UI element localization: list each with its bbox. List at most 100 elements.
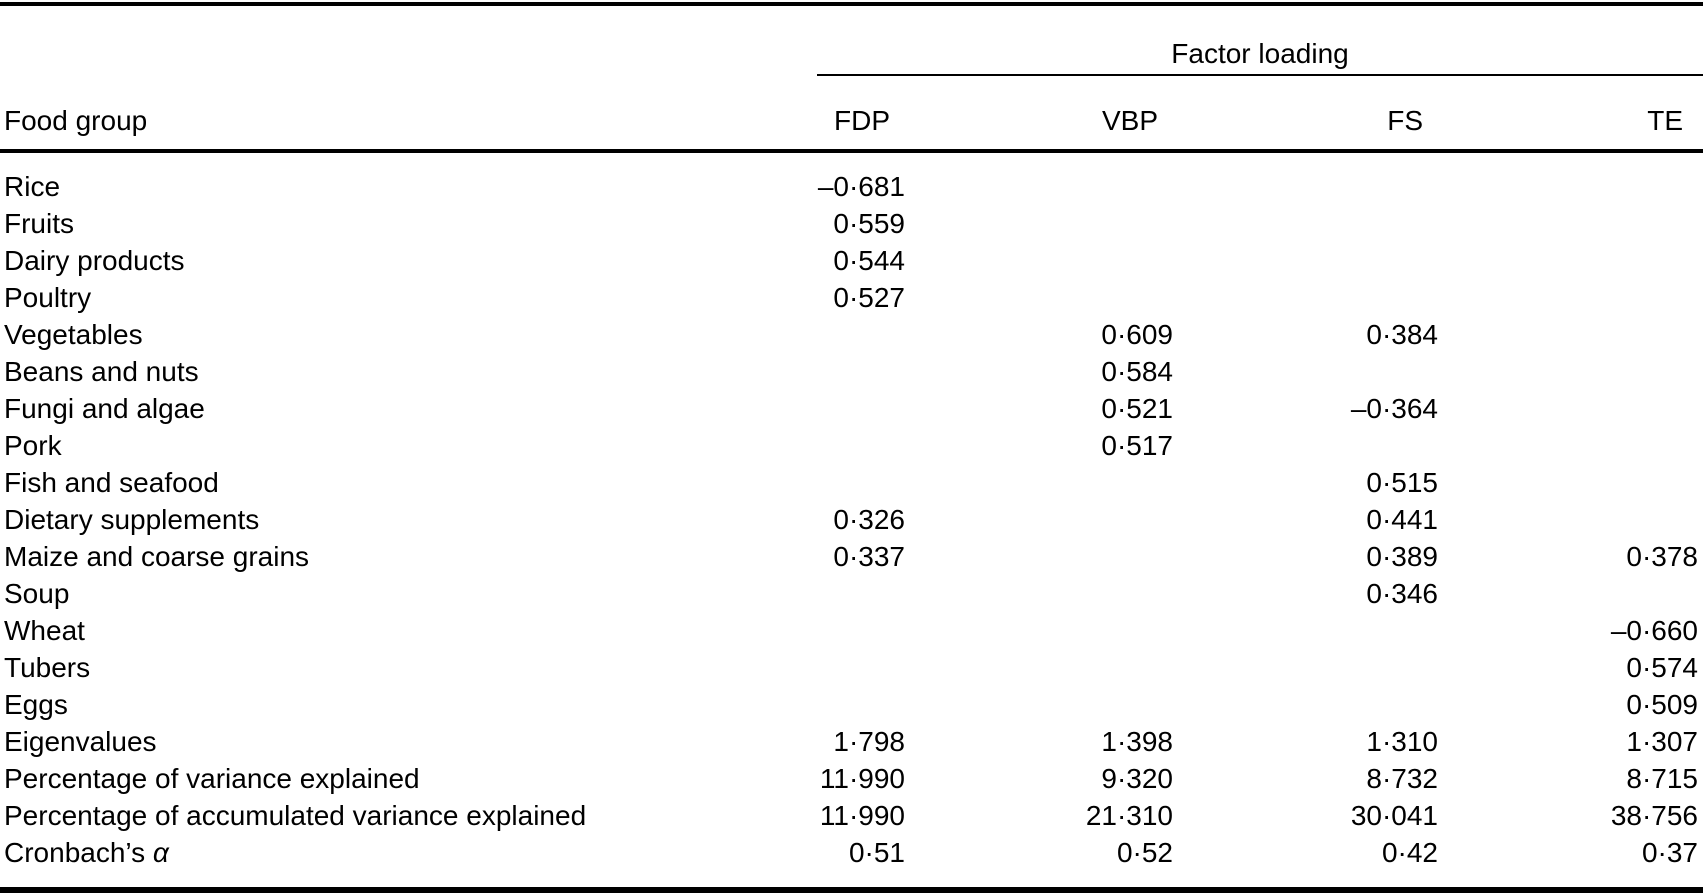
value-cell-fs: –0·364 [1350,393,1438,424]
table-row: Eigenvalues 1·798 1·398 1·310 1·307 [0,723,1703,760]
value-cell-fdp [750,686,910,723]
value-cell-te [1443,427,1703,464]
value-cell-fs [1178,686,1443,723]
row-label-cell: Eigenvalues [4,726,157,757]
value-cell-vbp [910,279,1178,316]
value-cell-vbp [910,649,1178,686]
value-cell-vbp: 9·320 [1101,763,1173,794]
value-cell-vbp [910,464,1178,501]
value-cell-vbp [910,538,1178,575]
value-cell-vbp [910,168,1178,205]
value-cell-fs [1178,242,1443,279]
spanner-empty-cell [0,2,750,76]
value-cell-vbp: 0·521 [1101,393,1173,424]
row-label-cell: Percentage of accumulated variance expla… [4,800,587,831]
row-label-cell: Percentage of variance explained [4,763,420,794]
value-cell-fdp [750,649,910,686]
value-cell-te [1443,242,1703,279]
value-cell-te: 8·715 [1626,763,1698,794]
value-cell-fs: 0·42 [1381,837,1438,868]
value-cell-te [1443,205,1703,242]
value-cell-fs [1178,612,1443,649]
value-cell-fs [1178,353,1443,390]
table-row: Fungi and algae 0·521 –0·364 [0,390,1703,427]
value-cell-fdp: 11·990 [819,763,905,794]
row-label-cell: Beans and nuts [4,356,199,387]
italic-symbol: α [152,837,169,868]
row-label-cell: Pork [4,430,62,461]
value-cell-fs: 8·732 [1366,763,1438,794]
column-header-te: TE [1443,76,1703,153]
value-cell-vbp [910,205,1178,242]
table-row: Percentage of variance explained 11·990 9·… [0,760,1703,797]
row-label-cell: Soup [4,578,70,609]
value-cell-vbp [910,501,1178,538]
row-label-cell: Cronbach’s α [4,837,169,868]
value-cell-fs: 1·310 [1366,726,1438,757]
value-cell-fdp: 0·559 [833,208,905,239]
value-cell-fs [1178,279,1443,316]
table-head: Factor loading Food group FDP VBP FS TE [0,2,1703,153]
row-label-cell: Eggs [4,689,68,720]
value-cell-fdp [750,353,910,390]
value-cell-te: 1·307 [1626,726,1698,757]
row-label-cell: Rice [4,171,61,202]
table-row: Pork 0·517 [0,427,1703,464]
value-cell-te: 0·37 [1641,837,1698,868]
table-top-spacer [0,151,1703,168]
table-row: Vegetables 0·609 0·384 [0,316,1703,353]
column-header-fdp: FDP [750,76,910,153]
value-cell-fdp: 1·798 [833,726,905,757]
value-cell-vbp: 0·517 [1101,430,1173,461]
row-label-cell: Vegetables [4,319,143,350]
value-cell-fs [1178,649,1443,686]
table-row: Fruits 0·559 [0,205,1703,242]
spanner-header-factor-loading: Factor loading [750,2,1703,78]
value-cell-fdp [750,427,910,464]
value-cell-vbp [910,575,1178,612]
value-cell-fdp [750,612,910,649]
value-cell-te [1443,575,1703,612]
row-label-cell: Wheat [4,615,85,646]
value-cell-fdp: 0·326 [833,504,905,535]
table-row: Wheat –0·660 [0,612,1703,649]
value-cell-vbp [910,242,1178,279]
value-cell-fdp: 11·990 [819,800,905,831]
row-label-cell: Fungi and algae [4,393,205,424]
row-label-cell: Fish and seafood [4,467,219,498]
table-row: Dietary supplements 0·326 0·441 [0,501,1703,538]
table-row: Dairy products 0·544 [0,242,1703,279]
value-cell-fdp [750,390,910,427]
value-cell-fs: 0·389 [1366,541,1438,572]
value-cell-te: 38·756 [1610,800,1698,831]
value-cell-te: 0·509 [1626,689,1698,720]
row-label-cell: Fruits [4,208,74,239]
table-row: Percentage of accumulated variance expla… [0,797,1703,834]
column-header-food-group: Food group [0,76,750,153]
value-cell-te [1443,390,1703,427]
table-row: Eggs 0·509 [0,686,1703,723]
column-header-vbp: VBP [910,76,1178,153]
value-cell-te: 0·574 [1626,652,1698,683]
value-cell-fs [1178,168,1443,205]
value-cell-fs: 30·041 [1350,800,1438,831]
value-cell-fdp: 0·527 [833,282,905,313]
table-row: Poultry 0·527 [0,279,1703,316]
value-cell-te [1443,316,1703,353]
value-cell-te [1443,279,1703,316]
table-row: Maize and coarse grains 0·337 0·389 0·378 [0,538,1703,575]
value-cell-fdp: 0·337 [833,541,905,572]
table-row: Fish and seafood 0·515 [0,464,1703,501]
value-cell-fs: 0·384 [1366,319,1438,350]
row-label-cell: Dairy products [4,245,185,276]
column-header-fs: FS [1178,76,1443,153]
table-body: Rice –0·681 Fruits 0·559 Dairy products 0·544… [0,151,1703,893]
value-cell-fdp: 0·51 [848,837,905,868]
value-cell-fs: 0·515 [1366,467,1438,498]
value-cell-vbp: 0·609 [1101,319,1173,350]
value-cell-vbp: 0·584 [1101,356,1173,387]
value-cell-vbp: 1·398 [1101,726,1173,757]
value-cell-fdp [750,575,910,612]
value-cell-te [1443,501,1703,538]
